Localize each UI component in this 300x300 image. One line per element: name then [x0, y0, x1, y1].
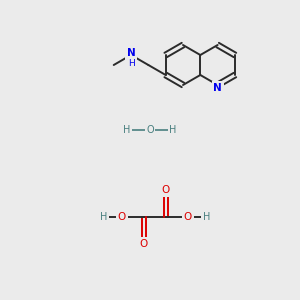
Text: H: H: [128, 58, 134, 68]
Text: O: O: [184, 212, 192, 222]
Text: H: H: [123, 125, 131, 135]
Text: O: O: [146, 125, 154, 135]
Text: O: O: [162, 185, 170, 195]
Text: N: N: [213, 83, 222, 93]
Text: H: H: [202, 212, 210, 222]
Text: O: O: [140, 239, 148, 249]
Text: H: H: [100, 212, 107, 222]
Text: N: N: [127, 48, 135, 58]
Text: O: O: [118, 212, 126, 222]
Text: H: H: [169, 125, 177, 135]
